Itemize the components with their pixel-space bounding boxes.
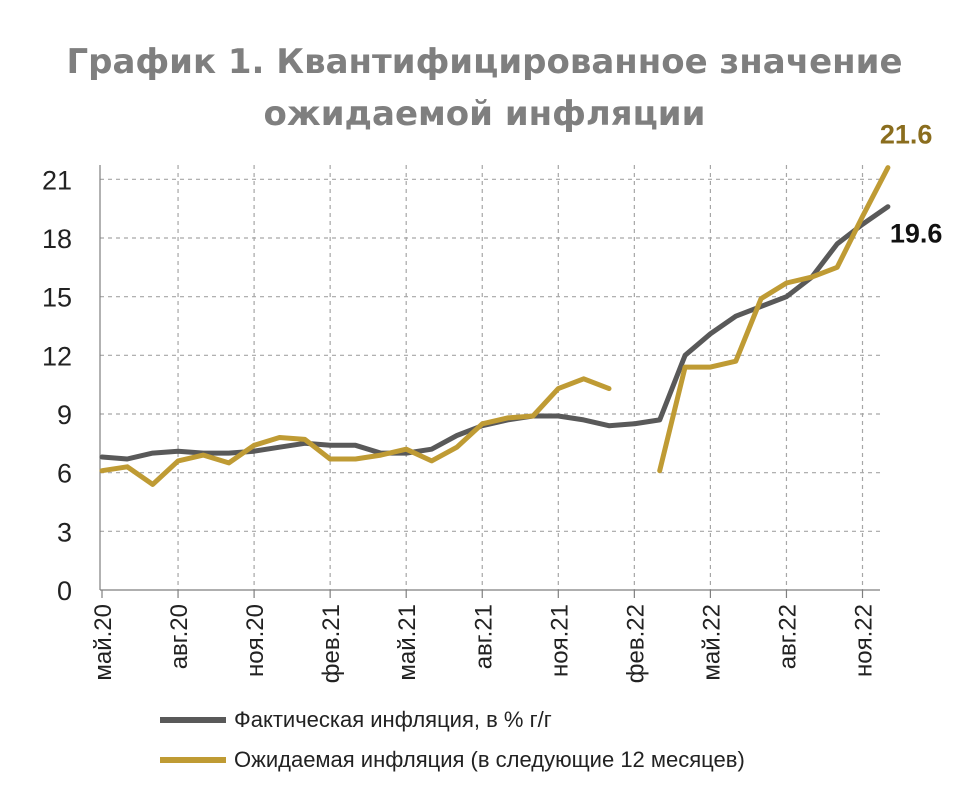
x-tick-label: ноя.20 — [242, 604, 269, 677]
series-lines — [99, 165, 891, 487]
x-tick-label: авг.21 — [470, 604, 497, 669]
labels: 0 3 6 9 12 15 18 21 май.20 авг.20 ноя.20 фев.21 май.… — [42, 120, 942, 684]
end-label-expected: 21.6 — [880, 120, 933, 150]
legend-item-expected: Ожидаемая инфляция (в следующие 12 месяц… — [160, 740, 745, 780]
legend-label-actual: Фактическая инфляция, в % г/г — [234, 707, 552, 732]
axes — [99, 165, 880, 598]
y-tick-label: 18 — [42, 224, 72, 254]
chart-title-line2: ожидаемой инфляции — [263, 94, 706, 134]
legend-swatch-actual — [160, 717, 226, 723]
y-tick-label: 15 — [42, 283, 72, 313]
grid-lines — [100, 165, 880, 590]
x-tick-label: ноя.21 — [546, 604, 573, 677]
end-label-actual: 19.6 — [890, 219, 943, 249]
legend-swatch-expected — [160, 757, 226, 763]
series-line-expected — [99, 376, 612, 487]
y-tick-label: 21 — [42, 165, 72, 195]
series-line-expected — [657, 165, 891, 474]
x-tick-label: авг.22 — [774, 604, 801, 669]
x-tick-label: фев.22 — [622, 604, 649, 683]
x-tick-label: май.21 — [394, 604, 421, 681]
legend: Фактическая инфляция, в % г/г Ожидаемая … — [160, 700, 745, 780]
y-tick-label: 0 — [57, 576, 72, 606]
y-tick-label: 6 — [57, 459, 72, 489]
y-tick-label: 12 — [42, 341, 72, 371]
chart-title-line1: График 1. Квантифицированное значение — [66, 42, 903, 82]
x-tick-label: ноя.22 — [851, 604, 878, 677]
x-tick-label: авг.20 — [166, 604, 193, 669]
y-tick-label: 3 — [57, 517, 72, 547]
chart-title: График 1. Квантифицированное значение ож… — [0, 36, 969, 140]
legend-label-expected: Ожидаемая инфляция (в следующие 12 месяц… — [234, 747, 745, 772]
x-tick-label: май.22 — [698, 604, 725, 681]
y-tick-label: 9 — [57, 400, 72, 430]
x-tick-label: фев.21 — [318, 604, 345, 683]
x-tick-label: май.20 — [90, 604, 117, 681]
legend-item-actual: Фактическая инфляция, в % г/г — [160, 700, 745, 740]
